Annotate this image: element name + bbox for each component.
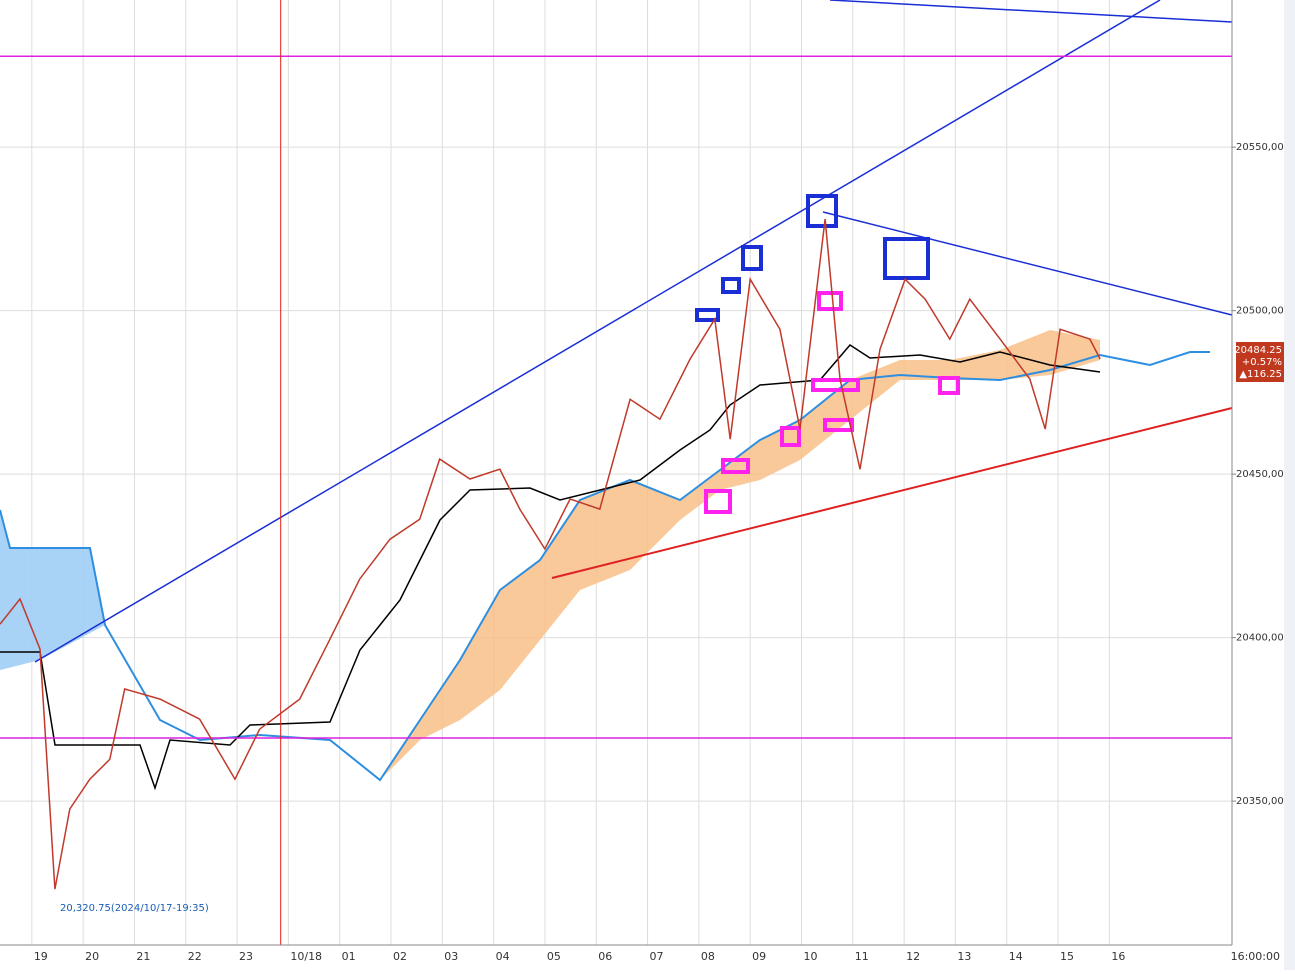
box <box>883 237 930 280</box>
x-tick-label: 23 <box>239 950 253 963</box>
cloud-blue <box>0 510 105 670</box>
x-tick-label: 10/18 <box>290 950 322 963</box>
x-tick-label: 22 <box>188 950 202 963</box>
x-tick-label: 04 <box>496 950 510 963</box>
box <box>823 418 854 432</box>
price-label: 20484.25 <box>1234 345 1282 356</box>
x-tick-label: 13 <box>957 950 971 963</box>
x-tick-label: 11 <box>855 950 869 963</box>
box <box>780 426 801 447</box>
x-tick-label: 16 <box>1111 950 1125 963</box>
y-tick-label: 20500,00 <box>1236 306 1284 317</box>
y-tick-label: 20550,00 <box>1236 142 1284 153</box>
box <box>695 308 720 322</box>
x-end-label: 16:00:00 <box>1231 950 1280 963</box>
x-tick-label: 10 <box>803 950 817 963</box>
trend-line-top <box>829 0 1233 23</box>
magenta-boxes <box>704 291 960 514</box>
x-tick-label: 21 <box>136 950 150 963</box>
trend-line-resistance <box>822 211 1233 316</box>
x-tick-label: 15 <box>1060 950 1074 963</box>
x-tick-label: 14 <box>1009 950 1023 963</box>
y-tick-label: 20350,00 <box>1236 796 1284 807</box>
y-tick-label: 20400,00 <box>1236 633 1284 644</box>
x-tick-label: 02 <box>393 950 407 963</box>
box <box>741 245 763 271</box>
toolbar[interactable] <box>1284 0 1295 970</box>
box <box>938 376 960 395</box>
plot-area <box>0 0 1232 945</box>
box <box>721 458 750 474</box>
box <box>817 291 843 311</box>
price-line <box>0 219 1101 890</box>
kijun-line <box>0 344 1101 791</box>
price-box <box>1236 342 1284 382</box>
price-diff: ▲116.25 <box>1239 369 1282 380</box>
trend-line-support <box>551 407 1233 579</box>
trend-line-upper <box>34 0 1161 663</box>
x-tick-label: 05 <box>547 950 561 963</box>
marks <box>0 0 1232 945</box>
box <box>721 277 741 294</box>
blue-boxes <box>695 194 930 322</box>
x-tick-label: 01 <box>342 950 356 963</box>
price-change: +0.57% <box>1242 357 1282 368</box>
x-tick-label: 19 <box>34 950 48 963</box>
grid <box>0 0 1232 945</box>
x-tick-label: 03 <box>444 950 458 963</box>
box <box>811 378 860 392</box>
y-tick-label: 20450,00 <box>1236 469 1284 480</box>
box <box>704 489 732 514</box>
x-tick-label: 09 <box>752 950 766 963</box>
box <box>806 194 838 228</box>
x-tick-label: 08 <box>701 950 715 963</box>
x-tick-label: 20 <box>85 950 99 963</box>
low-annotation: 20,320.75(2024/10/17-19:35) <box>60 903 209 914</box>
x-tick-label: 07 <box>650 950 664 963</box>
x-tick-label: 12 <box>906 950 920 963</box>
x-tick-label: 06 <box>598 950 612 963</box>
